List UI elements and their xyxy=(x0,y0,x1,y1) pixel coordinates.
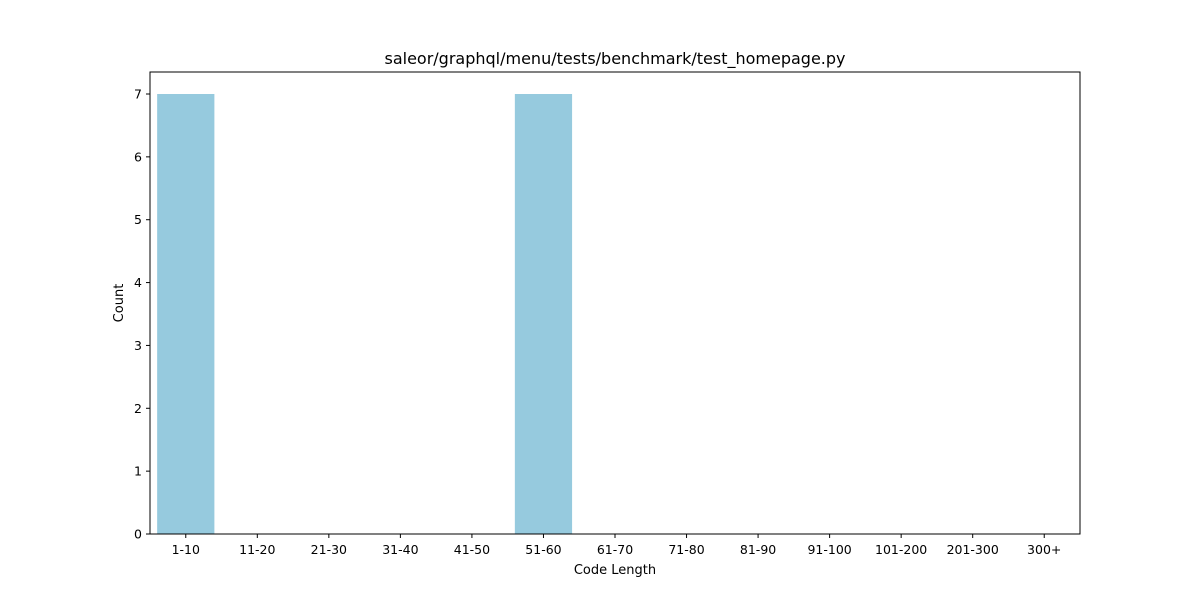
x-tick-label: 81-90 xyxy=(740,542,776,557)
y-tick-label: 0 xyxy=(134,527,142,542)
y-tick-label: 3 xyxy=(134,338,142,353)
x-tick-label: 51-60 xyxy=(525,542,561,557)
y-axis-ticks: 0 1 2 3 4 5 6 7 xyxy=(134,87,150,542)
x-tick-label: 71-80 xyxy=(668,542,704,557)
y-tick-label: 4 xyxy=(134,275,142,290)
x-tick-label: 201-300 xyxy=(947,542,999,557)
y-tick-label: 6 xyxy=(134,149,142,164)
x-axis-label: Code Length xyxy=(574,563,656,578)
x-tick-label: 31-40 xyxy=(382,542,418,557)
chart-title: saleor/graphql/menu/tests/benchmark/test… xyxy=(384,49,845,69)
x-tick-label: 41-50 xyxy=(454,542,490,557)
x-tick-label: 91-100 xyxy=(807,542,851,557)
y-tick-label: 7 xyxy=(134,87,142,102)
x-axis-ticks: 1-10 11-20 21-30 31-40 41-50 51-60 61-70 71-80 8… xyxy=(172,534,1061,557)
x-tick-label: 101-200 xyxy=(875,542,927,557)
x-tick-label: 1-10 xyxy=(172,542,200,557)
y-tick-label: 2 xyxy=(134,401,142,416)
x-tick-label: 21-30 xyxy=(311,542,347,557)
bar-1-10 xyxy=(157,94,215,534)
bars-group xyxy=(157,94,573,534)
y-tick-label: 1 xyxy=(134,464,142,479)
x-tick-label: 61-70 xyxy=(597,542,633,557)
y-tick-label: 5 xyxy=(134,212,142,227)
y-axis-label: Count xyxy=(112,284,127,323)
x-tick-label: 11-20 xyxy=(239,542,275,557)
bar-51-60 xyxy=(514,94,573,534)
x-tick-label: 300+ xyxy=(1027,542,1061,557)
plot-frame xyxy=(149,71,1081,535)
